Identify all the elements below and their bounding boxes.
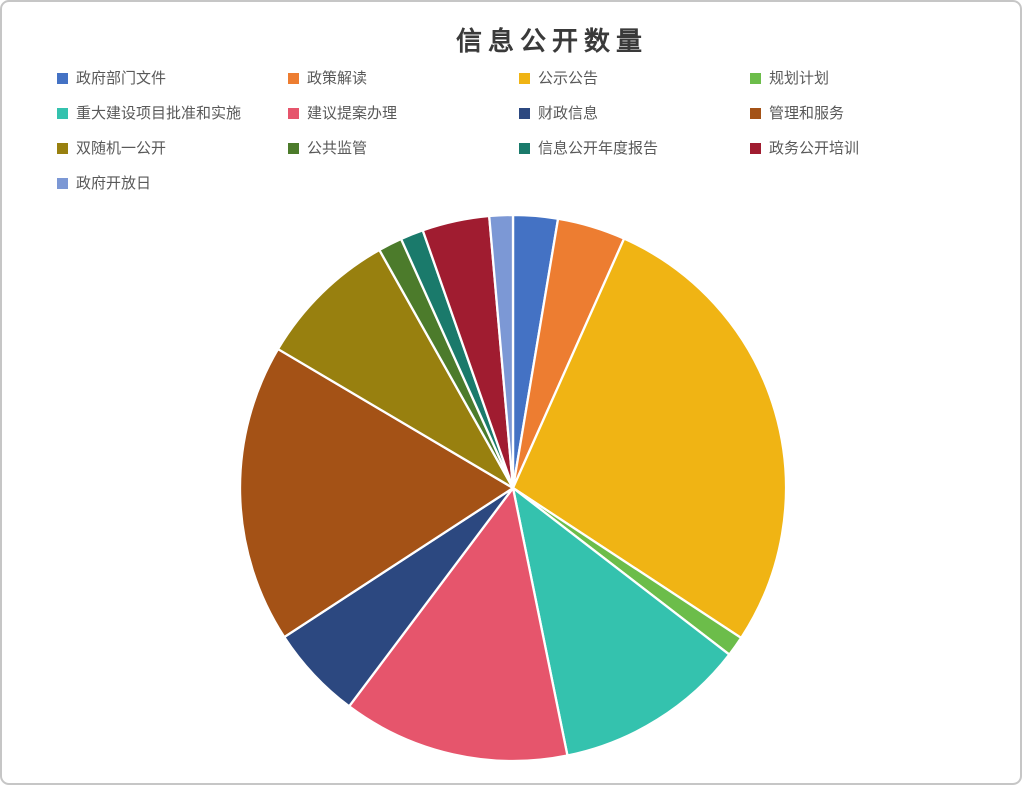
legend-label: 政策解读 xyxy=(307,68,368,87)
legend-marker-icon xyxy=(288,72,299,84)
legend: 政府部门文件 政策解读 公示公告 规划计划重大建设项目批准和实施 建议提案办理 财政信息 管… xyxy=(57,66,981,195)
legend-marker-icon xyxy=(288,107,299,119)
pie-slice-8[interactable] xyxy=(276,248,515,490)
chart-title: 信息公开数量 xyxy=(455,27,649,57)
legend-marker-icon xyxy=(750,142,761,154)
legend-item-3[interactable]: 规划计划 xyxy=(750,66,981,90)
legend-marker-icon xyxy=(57,72,68,84)
legend-label: 信息公开年度报告 xyxy=(538,138,659,157)
legend-marker-icon xyxy=(57,107,68,119)
legend-label: 政务公开培训 xyxy=(769,138,860,157)
legend-item-9[interactable]: 公共监管 xyxy=(288,136,519,160)
legend-label: 管理和服务 xyxy=(769,103,845,122)
legend-marker-icon xyxy=(57,177,68,189)
legend-label: 双随机一公开 xyxy=(76,138,167,157)
legend-label: 政府开放日 xyxy=(76,173,152,192)
legend-label: 公示公告 xyxy=(538,68,599,87)
legend-marker-icon xyxy=(519,72,530,84)
legend-item-2[interactable]: 公示公告 xyxy=(519,66,750,90)
pie-slice-7[interactable] xyxy=(238,347,515,639)
legend-item-4[interactable]: 重大建设项目批准和实施 xyxy=(57,101,288,125)
legend-marker-icon xyxy=(57,142,68,154)
legend-item-5[interactable]: 建议提案办理 xyxy=(288,101,519,125)
legend-marker-icon xyxy=(519,142,530,154)
legend-label: 政府部门文件 xyxy=(76,68,167,87)
legend-label: 财政信息 xyxy=(538,103,599,122)
legend-item-12[interactable]: 政府开放日 xyxy=(57,171,288,195)
legend-marker-icon xyxy=(750,107,761,119)
legend-label: 建议提案办理 xyxy=(307,103,398,122)
legend-marker-icon xyxy=(288,142,299,154)
pie-slice-2[interactable] xyxy=(511,237,788,640)
legend-label: 公共监管 xyxy=(307,138,368,157)
pie-slice-12[interactable] xyxy=(488,213,515,490)
legend-item-6[interactable]: 财政信息 xyxy=(519,101,750,125)
legend-label: 规划计划 xyxy=(769,68,830,87)
pie-slice-5[interactable] xyxy=(347,486,569,763)
legend-item-0[interactable]: 政府部门文件 xyxy=(57,66,288,90)
legend-item-8[interactable]: 双随机一公开 xyxy=(57,136,288,160)
legend-marker-icon xyxy=(519,107,530,119)
legend-item-10[interactable]: 信息公开年度报告 xyxy=(519,136,750,160)
legend-item-1[interactable]: 政策解读 xyxy=(288,66,519,90)
pie-slice-4[interactable] xyxy=(511,486,731,757)
legend-item-11[interactable]: 政务公开培训 xyxy=(750,136,981,160)
legend-label: 重大建设项目批准和实施 xyxy=(76,103,242,122)
legend-item-7[interactable]: 管理和服务 xyxy=(750,101,981,125)
legend-marker-icon xyxy=(750,72,761,84)
